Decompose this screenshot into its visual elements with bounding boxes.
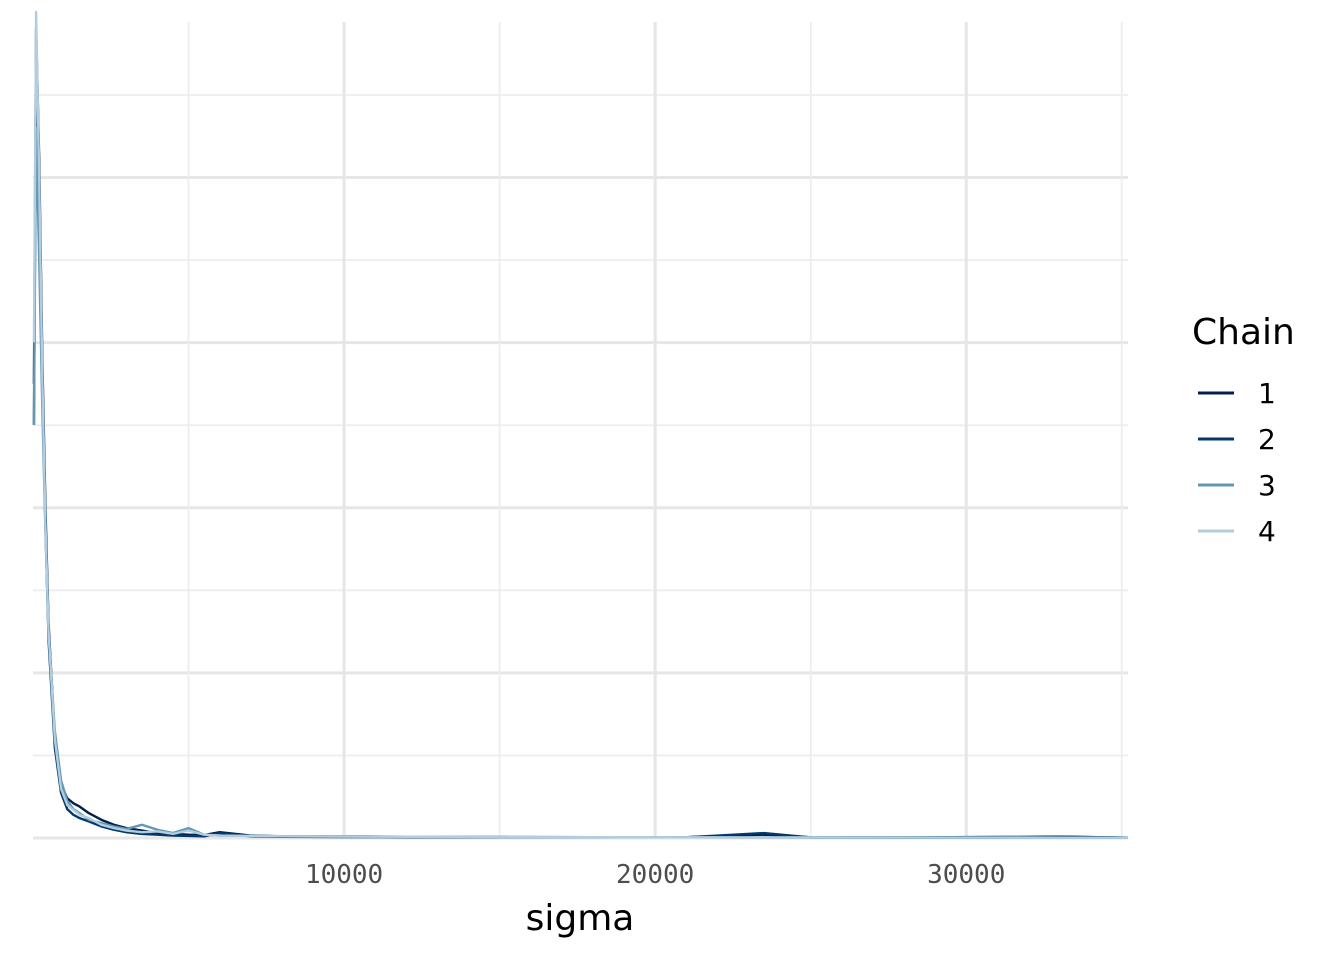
grid-minor-y	[33, 94, 1128, 757]
x-tick-labels: 10000 20000 30000	[305, 860, 1005, 890]
series-line-chain-1	[32, 27, 1129, 839]
x-tick-label: 30000	[927, 860, 1005, 890]
x-axis-title: sigma	[526, 898, 635, 939]
series-line-chain-2	[32, 52, 1129, 839]
grid-major-x	[342, 22, 968, 838]
legend-label-chain-1: 1	[1258, 377, 1276, 410]
series-line-chain-4	[32, 10, 1128, 839]
legend-label-chain-3: 3	[1258, 469, 1276, 502]
grid-major-y	[33, 176, 1128, 840]
grid-minor-x	[187, 22, 1123, 838]
series-line-chain-3	[32, 126, 1128, 839]
x-tick-label: 20000	[616, 860, 694, 890]
series-lines	[32, 10, 1129, 839]
legend-title: Chain	[1192, 312, 1295, 353]
legend: 1 2 3 4	[1198, 377, 1276, 548]
legend-label-chain-2: 2	[1258, 423, 1276, 456]
x-tick-label: 10000	[305, 860, 383, 890]
legend-label-chain-4: 4	[1258, 515, 1276, 548]
